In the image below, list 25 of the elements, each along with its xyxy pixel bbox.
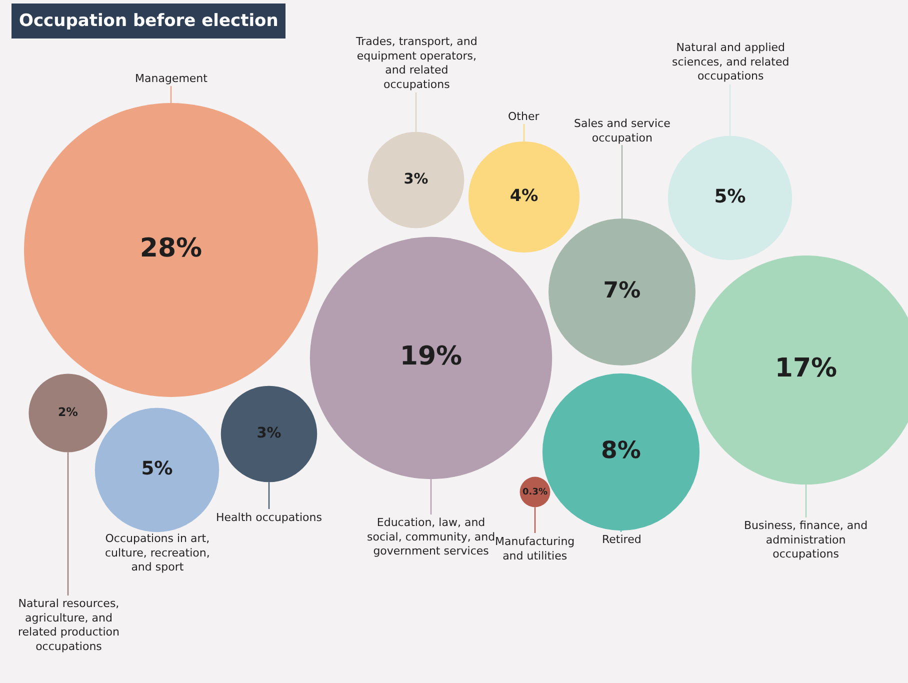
data-label: 17%: [774, 354, 838, 384]
data-label: 8%: [600, 436, 642, 464]
category-label: Occupations in art, culture, recreation, and sport: [105, 532, 210, 574]
category-label: Other: [508, 110, 540, 123]
category-label: Trades, transport, and equipment operators, and related occupations: [355, 35, 478, 91]
data-label: 5%: [141, 458, 174, 480]
data-label: 0.3%: [522, 487, 548, 498]
data-label: 3%: [404, 172, 428, 188]
data-label: 5%: [714, 186, 746, 208]
data-label: 7%: [603, 278, 641, 304]
category-label: Education, law, and social, community, and government services: [367, 516, 496, 558]
category-label: Retired: [602, 533, 642, 546]
data-label: 4%: [510, 186, 538, 206]
data-label: 3%: [256, 426, 282, 442]
category-label: Management: [135, 72, 208, 85]
category-label: Sales and service occupation: [574, 117, 671, 144]
category-label: Business, finance, and administration occupations: [744, 519, 868, 561]
data-label: 28%: [140, 234, 202, 264]
category-label: Natural and applied sciences, and related occupations: [672, 41, 790, 83]
category-label: Manufacturing and utilities: [495, 535, 575, 562]
category-label: Health occupations: [216, 511, 322, 524]
category-label: Natural resources, agriculture, and related production occupations: [18, 597, 120, 653]
data-label: 19%: [400, 342, 462, 372]
text: Occupation before election: [19, 11, 278, 31]
data-label: 2%: [58, 404, 78, 419]
